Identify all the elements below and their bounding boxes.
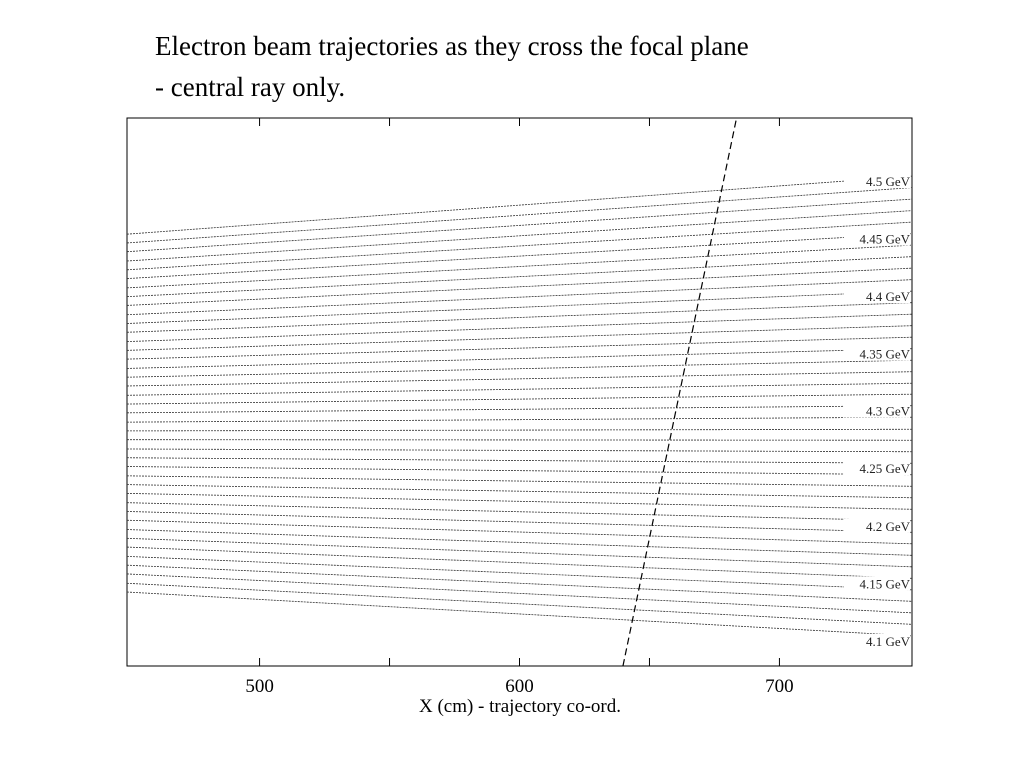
trajectory xyxy=(126,233,913,279)
trajectory xyxy=(126,591,913,637)
x-tick-label: 500 xyxy=(245,676,274,697)
trajectory xyxy=(126,466,913,476)
trajectory xyxy=(126,290,913,324)
trajectory xyxy=(126,210,913,262)
trajectory xyxy=(126,336,913,360)
legend-label: 4.2 GeV xyxy=(866,519,911,534)
trajectory xyxy=(126,393,913,405)
trajectory xyxy=(126,573,913,614)
x-axis-label: X (cm) - trajectory co-ord. xyxy=(419,696,621,717)
legend-label: 4.5 GeV xyxy=(866,174,911,189)
trajectory xyxy=(126,484,913,499)
legend-label: 4.35 GeV xyxy=(859,347,910,362)
trajectory xyxy=(126,475,913,487)
title-line: - central ray only. xyxy=(155,72,345,102)
trajectory xyxy=(126,348,913,369)
label-bg xyxy=(844,346,910,361)
plot-frame xyxy=(126,117,913,667)
trajectory xyxy=(126,448,913,453)
trajectory xyxy=(126,529,913,556)
trajectory xyxy=(126,405,913,414)
trajectory xyxy=(126,313,913,342)
label-bg xyxy=(844,231,910,246)
trajectory xyxy=(126,267,913,306)
trajectory xyxy=(126,198,913,253)
trajectory xyxy=(126,502,913,522)
trajectory xyxy=(126,439,913,441)
label-bg xyxy=(844,461,910,476)
x-tick-label: 600 xyxy=(505,676,534,697)
trajectory xyxy=(126,546,913,579)
legend-label: 4.45 GeV xyxy=(859,232,910,247)
trajectory xyxy=(126,582,913,625)
trajectory xyxy=(126,519,913,545)
label-bg xyxy=(844,576,910,591)
focal-plane xyxy=(622,117,738,667)
label-bg xyxy=(844,633,910,648)
trajectory xyxy=(126,511,913,533)
trajectory xyxy=(126,382,913,396)
trajectory xyxy=(126,244,913,289)
trajectory xyxy=(126,564,913,602)
label-bg xyxy=(844,289,910,304)
trajectory xyxy=(126,428,913,432)
trajectory xyxy=(126,221,913,271)
trajectory xyxy=(126,187,913,244)
trajectory xyxy=(126,537,913,568)
trajectory xyxy=(126,359,913,378)
legend-label: 4.4 GeV xyxy=(866,289,911,304)
label-bg xyxy=(844,403,910,418)
trajectory xyxy=(126,175,913,235)
trajectory xyxy=(126,325,913,351)
trajectory xyxy=(126,302,913,333)
legend-label: 4.15 GeV xyxy=(859,576,910,591)
trajectory xyxy=(126,371,913,387)
label-bg xyxy=(844,518,910,533)
legend-label: 4.25 GeV xyxy=(859,461,910,476)
trajectory xyxy=(126,416,913,423)
title-line: Electron beam trajectories as they cross… xyxy=(155,31,749,61)
x-tick-label: 700 xyxy=(765,676,794,697)
legend-label: 4.1 GeV xyxy=(866,634,911,649)
trajectory xyxy=(126,492,913,510)
label-bg xyxy=(844,174,910,189)
trajectory xyxy=(126,556,913,591)
trajectory xyxy=(126,256,913,298)
legend-label: 4.3 GeV xyxy=(866,404,911,419)
trajectory xyxy=(126,457,913,464)
trajectory xyxy=(126,279,913,316)
